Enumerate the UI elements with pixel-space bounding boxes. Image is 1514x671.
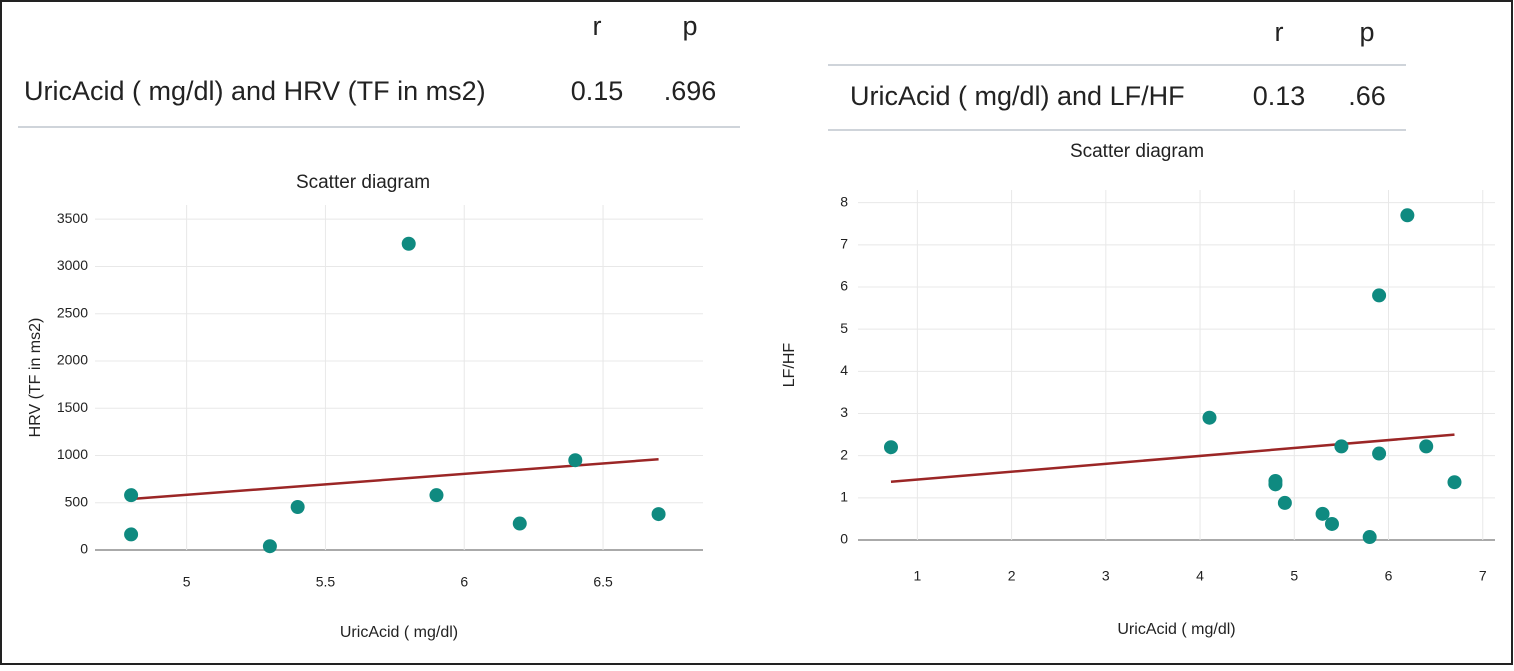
point [512, 516, 527, 531]
x-tick-label: 1 [913, 568, 921, 584]
point [568, 453, 583, 468]
y-tick-label: 8 [840, 193, 848, 209]
y-tick-label: 6 [840, 278, 848, 294]
point [429, 488, 444, 503]
table-cell: UricAcid ( mg/dl) and LF/HF [850, 81, 1185, 111]
y-tick-label: 2 [840, 446, 848, 462]
y-tick-label: 0 [80, 541, 88, 557]
x-tick-label: 3 [1102, 568, 1110, 584]
point [1315, 506, 1330, 521]
table-header: r [1275, 17, 1284, 47]
y-tick-label: 4 [840, 362, 848, 378]
point [262, 539, 277, 554]
y-tick-label: 0 [840, 531, 848, 547]
y-tick-label: 2500 [57, 304, 88, 320]
y-tick-label: 3 [840, 404, 848, 420]
point [1202, 410, 1217, 425]
fit-line [130, 458, 659, 501]
x-tick-label: 6 [1385, 568, 1393, 584]
x-tick-label: 2 [1008, 568, 1016, 584]
table-header: p [682, 11, 697, 41]
point [1334, 439, 1349, 454]
x-tick-label: 7 [1479, 568, 1487, 584]
x-tick-label: 5 [1290, 568, 1298, 584]
point [1419, 439, 1434, 454]
chart-title: Scatter diagram [296, 172, 430, 193]
y-axis-title: LF/HF [781, 343, 798, 388]
y-tick-label: 500 [65, 493, 89, 509]
x-axis-title: UricAcid ( mg/dl) [1117, 621, 1235, 638]
fit-line [890, 433, 1455, 484]
x-tick-label: 6 [460, 574, 468, 590]
point [1277, 495, 1292, 510]
y-tick-label: 1 [840, 489, 848, 505]
x-axis-title: UricAcid ( mg/dl) [340, 624, 458, 641]
point [124, 488, 139, 503]
x-tick-label: 5.5 [316, 574, 336, 590]
y-tick-label: 1000 [57, 446, 88, 462]
point [1400, 208, 1415, 223]
point [651, 507, 666, 522]
point [1447, 475, 1462, 490]
y-tick-label: 7 [840, 236, 848, 252]
point [1362, 530, 1377, 545]
point [1372, 446, 1387, 461]
x-tick-label: 5 [183, 574, 191, 590]
point [401, 236, 416, 251]
y-tick-label: 2000 [57, 352, 88, 368]
y-tick-label: 1500 [57, 399, 88, 415]
table-cell: 0.13 [1253, 81, 1306, 111]
table-header: p [1359, 17, 1374, 47]
table-cell: .66 [1348, 81, 1386, 111]
x-tick-label: 4 [1196, 568, 1204, 584]
point [290, 499, 305, 514]
chart-title: Scatter diagram [1070, 141, 1204, 162]
point [883, 440, 898, 455]
point [124, 527, 139, 542]
point [1268, 477, 1283, 492]
y-tick-label: 3500 [57, 210, 88, 226]
y-tick-label: 3000 [57, 257, 88, 273]
x-tick-label: 6.5 [593, 574, 613, 590]
table-header: r [593, 11, 602, 41]
point [1324, 516, 1339, 531]
point [1372, 288, 1387, 303]
y-tick-label: 5 [840, 320, 848, 336]
table-cell: UricAcid ( mg/dl) and HRV (TF in ms2) [24, 76, 486, 106]
y-axis-title: HRV (TF in ms2) [27, 318, 44, 438]
table-cell: .696 [664, 76, 717, 106]
table-cell: 0.15 [571, 76, 624, 106]
